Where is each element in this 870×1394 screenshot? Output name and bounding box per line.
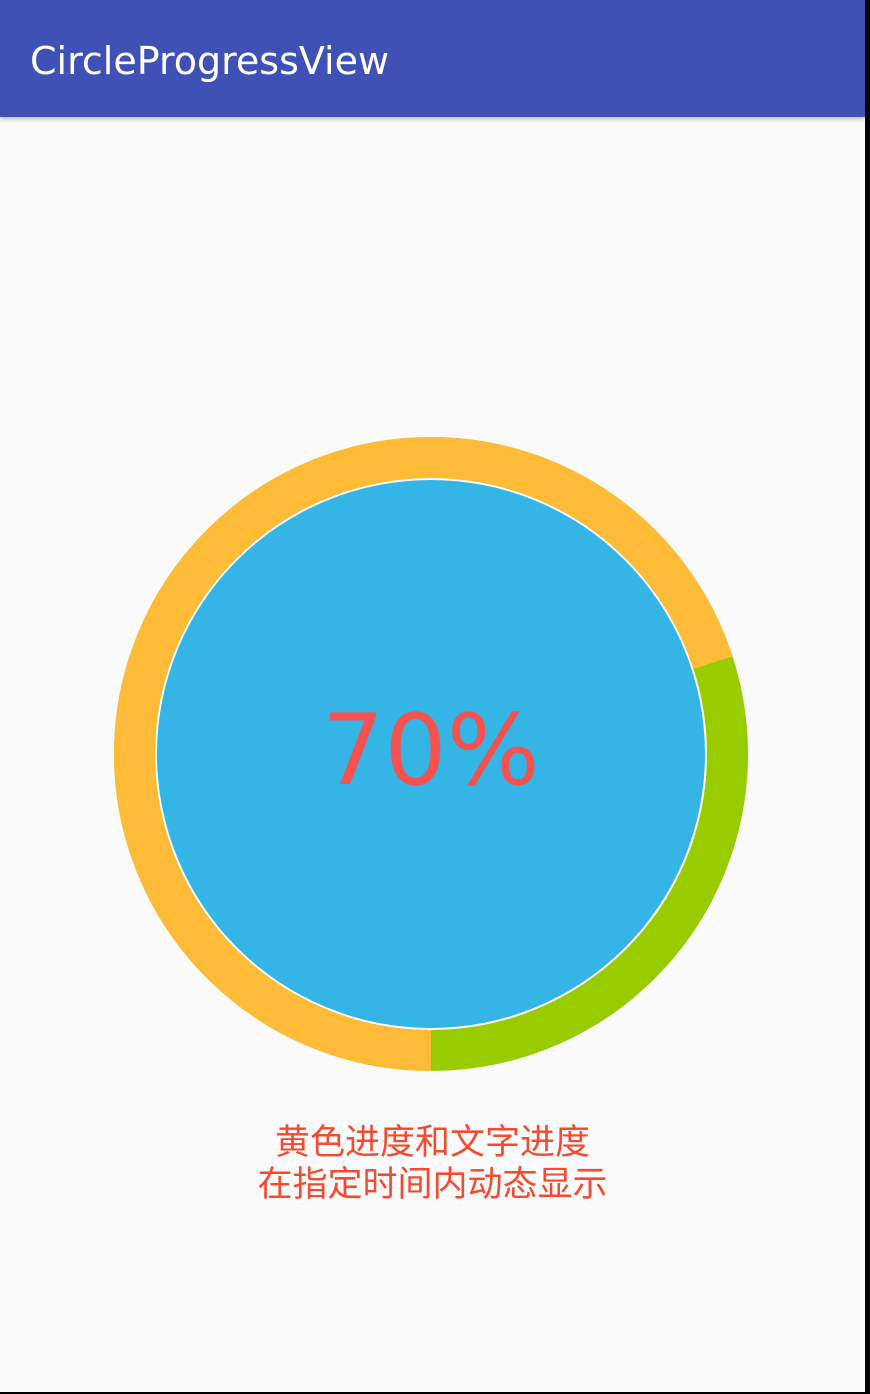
progress-ring (114, 437, 748, 1071)
app-bar: CircleProgressView (0, 0, 865, 117)
inner-fill-circle (157, 480, 705, 1028)
progress-percent-text: 70% (322, 694, 540, 808)
screen-edge-bottom (0, 1392, 870, 1394)
screen-edge-right (865, 0, 870, 1394)
app-title: CircleProgressView (30, 39, 390, 83)
circle-progress-view: 70% (114, 437, 748, 1071)
caption-line-2: 在指定时间内动态显示 (257, 1165, 608, 1205)
circle-progress-graphic (114, 437, 748, 1071)
caption: 黄色进度和文字进度 在指定时间内动态显示 (0, 1122, 865, 1206)
caption-line-1: 黄色进度和文字进度 (274, 1123, 590, 1163)
